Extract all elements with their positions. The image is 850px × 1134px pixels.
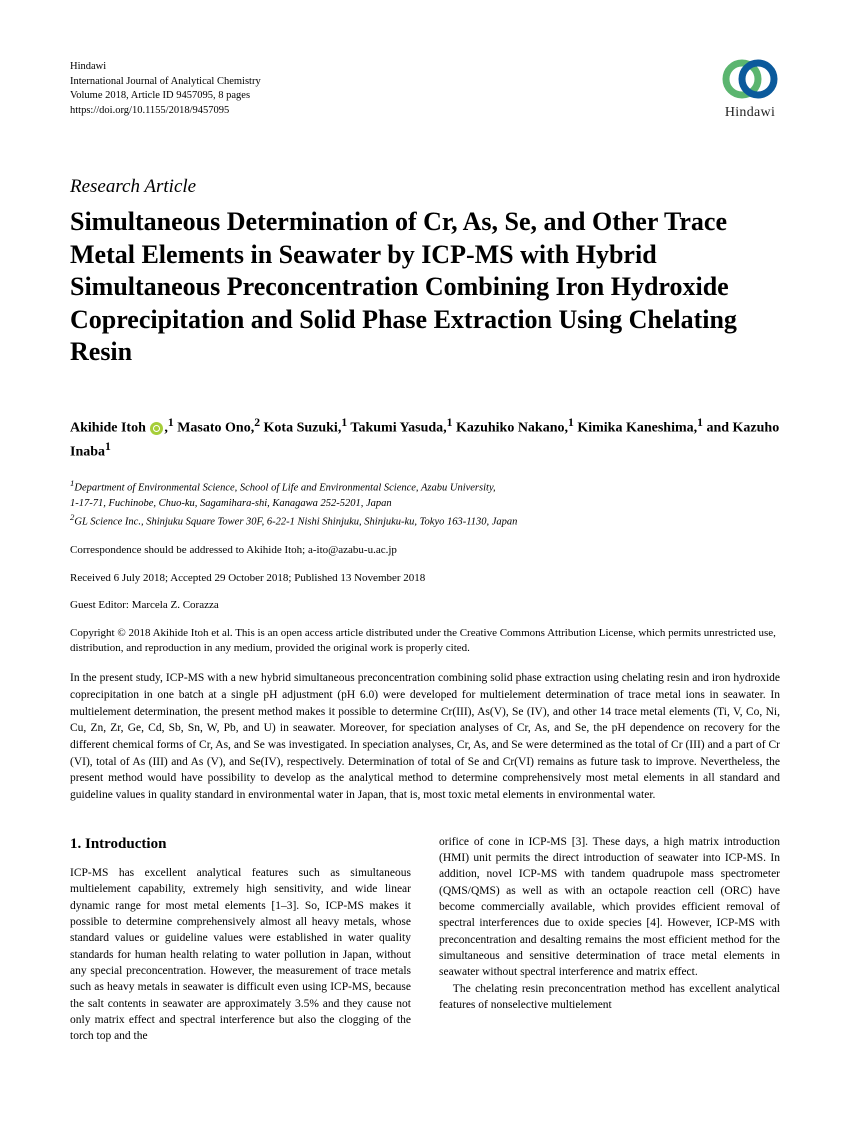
authors: Akihide Itoh ,1 Masato Ono,2 Kota Suzuki… [70,414,780,463]
affiliation-line: 2GL Science Inc., Shinjuku Square Tower … [70,511,780,530]
affiliation-line: 1-17-71, Fuchinobe, Chuo-ku, Sagamihara-… [70,496,780,511]
hindawi-logo-icon [720,55,780,103]
affiliations: 1Department of Environmental Science, Sc… [70,477,780,530]
copyright: Copyright © 2018 Akihide Itoh et al. Thi… [70,626,780,657]
doi: https://doi.org/10.1155/2018/9457095 [70,104,261,119]
dates: Received 6 July 2018; Accepted 29 Octobe… [70,571,780,586]
journal-info: Hindawi International Journal of Analyti… [70,60,261,119]
correspondence: Correspondence should be addressed to Ak… [70,543,780,558]
column-left: 1. Introduction ICP-MS has excellent ana… [70,834,411,1045]
logo-text: Hindawi [725,105,775,121]
article-type: Research Article [70,176,780,198]
publisher: Hindawi [70,60,261,75]
body-paragraph: ICP-MS has excellent analytical features… [70,865,411,1045]
guest-editor: Guest Editor: Marcela Z. Corazza [70,598,780,613]
abstract: In the present study, ICP-MS with a new … [70,670,780,803]
body-paragraph: The chelating resin preconcentration met… [439,981,780,1014]
body-paragraph: orifice of cone in ICP-MS [3]. These day… [439,834,780,981]
page-header: Hindawi International Journal of Analyti… [70,60,780,121]
affiliation-line: 1Department of Environmental Science, Sc… [70,477,780,496]
volume-line: Volume 2018, Article ID 9457095, 8 pages [70,89,261,104]
publisher-logo: Hindawi [720,55,780,121]
journal-name: International Journal of Analytical Chem… [70,75,261,90]
article-title: Simultaneous Determination of Cr, As, Se… [70,206,780,369]
section-heading: 1. Introduction [70,834,411,855]
column-right: orifice of cone in ICP-MS [3]. These day… [439,834,780,1045]
body-columns: 1. Introduction ICP-MS has excellent ana… [70,834,780,1045]
